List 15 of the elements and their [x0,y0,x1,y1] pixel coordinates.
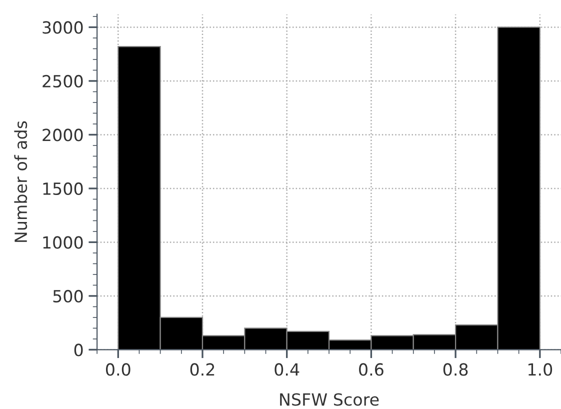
x-axis-title: NSFW Score [280,393,379,406]
x-tick-label: 0.8 [443,363,468,376]
y-tick-label: 2000 [42,128,83,142]
x-tick-label: 1.0 [528,363,552,376]
y-axis-title: Number of ads [14,121,28,242]
x-tick-label: 0.4 [274,363,300,376]
y-tick-label: 0 [74,344,83,356]
y-tick-label: 2500 [42,74,83,88]
y-tick-label: 3000 [42,21,83,34]
y-tick-label: 1500 [43,182,83,196]
x-tick-label: 0.0 [106,363,130,376]
x-tick-label: 0.6 [359,363,384,376]
x-tick-label: 0.2 [190,363,214,376]
y-tick-label: 500 [53,290,83,303]
y-tick-label: 1000 [43,236,83,249]
